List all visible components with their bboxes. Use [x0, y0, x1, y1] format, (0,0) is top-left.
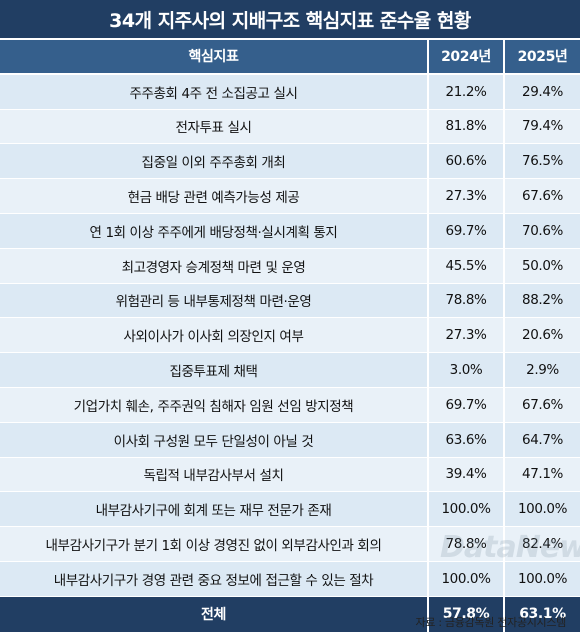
indicator-cell: 집중일 이외 주주총회 개최: [0, 144, 427, 179]
value-2024-cell: 60.6%: [427, 144, 503, 179]
total-label: 전체: [0, 596, 427, 632]
total-2024: 57.8%: [427, 596, 503, 632]
value-2024-cell: 27.3%: [427, 318, 503, 353]
table-row: 내부감사기구가 분기 1회 이상 경영진 없이 외부감사인과 회의 78.8% 82…: [0, 527, 580, 562]
total-row: 전체 57.8% 63.1%: [0, 596, 580, 632]
value-2025-cell: 29.4%: [503, 74, 580, 109]
value-2025-cell: 64.7%: [503, 422, 580, 457]
table-row: 집중투표제 채택 3.0% 2.9%: [0, 353, 580, 388]
indicator-cell: 독립적 내부감사부서 설치: [0, 457, 427, 492]
value-2025-cell: 50.0%: [503, 248, 580, 283]
value-2025-cell: 76.5%: [503, 144, 580, 179]
value-2024-cell: 39.4%: [427, 457, 503, 492]
data-table: 핵심지표 2024년 2025년 주주총회 4주 전 소집공고 실시 21.2% 2…: [0, 40, 580, 632]
indicator-cell: 주주총회 4주 전 소집공고 실시: [0, 74, 427, 109]
value-2025-cell: 20.6%: [503, 318, 580, 353]
indicator-cell: 내부감사기구가 분기 1회 이상 경영진 없이 외부감사인과 회의: [0, 527, 427, 561]
header-indicator: 핵심지표: [0, 40, 427, 73]
value-2025-cell: 67.6%: [503, 179, 580, 213]
value-2024-cell: 81.8%: [427, 109, 503, 144]
table-row: 전자투표 실시 81.8% 79.4%: [0, 109, 580, 145]
value-2025-cell: 79.4%: [503, 109, 580, 144]
indicator-cell: 현금 배당 관련 예측가능성 제공: [0, 179, 427, 213]
indicator-cell: 사외이사가 이사회 의장인지 여부: [0, 318, 427, 353]
table-row: 이사회 구성원 모두 단일성이 아닐 것 63.6% 64.7%: [0, 422, 580, 458]
value-2025-cell: 88.2%: [503, 283, 580, 318]
indicator-cell: 내부감사기구에 회계 또는 재무 전문가 존재: [0, 492, 427, 527]
value-2025-cell: 82.4%: [503, 527, 580, 561]
table-row: 기업가치 훼손, 주주권익 침해자 임원 선임 방지정책 69.7% 67.6%: [0, 387, 580, 423]
table-row: 연 1회 이상 주주에게 배당정책·실시계획 통지 69.7% 70.6%: [0, 213, 580, 249]
value-2024-cell: 78.8%: [427, 527, 503, 561]
indicator-cell: 위험관리 등 내부통제정책 마련·운영: [0, 283, 427, 318]
indicator-cell: 전자투표 실시: [0, 109, 427, 144]
value-2024-cell: 3.0%: [427, 353, 503, 387]
value-2024-cell: 27.3%: [427, 179, 503, 213]
indicator-cell: 이사회 구성원 모두 단일성이 아닐 것: [0, 422, 427, 457]
value-2025-cell: 2.9%: [503, 353, 580, 387]
header-2024: 2024년: [427, 40, 503, 73]
value-2025-cell: 100.0%: [503, 561, 580, 596]
table-row: 현금 배당 관련 예측가능성 제공 27.3% 67.6%: [0, 179, 580, 214]
source-note: 자료 : 금융감독원 전자공시시스템: [415, 616, 567, 629]
value-2025-cell: 47.1%: [503, 457, 580, 492]
indicator-cell: 집중투표제 채택: [0, 353, 427, 387]
header-2025: 2025년: [503, 40, 580, 73]
indicator-cell: 최고경영자 승계정책 마련 및 운영: [0, 248, 427, 283]
table-row: 집중일 이외 주주총회 개최 60.6% 76.5%: [0, 144, 580, 180]
chart-title: 34개 지주사의 지배구조 핵심지표 준수율 현황: [0, 0, 580, 38]
indicator-cell: 연 1회 이상 주주에게 배당정책·실시계획 통지: [0, 213, 427, 248]
indicator-cell: 내부감사기구가 경영 관련 중요 정보에 접근할 수 있는 절차: [0, 561, 427, 596]
value-2025-cell: 70.6%: [503, 213, 580, 248]
table-row: 내부감사기구에 회계 또는 재무 전문가 존재 100.0% 100.0%: [0, 492, 580, 528]
value-2024-cell: 78.8%: [427, 283, 503, 318]
value-2024-cell: 45.5%: [427, 248, 503, 283]
table-row: 주주총회 4주 전 소집공고 실시 21.2% 29.4%: [0, 74, 580, 110]
indicator-cell: 기업가치 훼손, 주주권익 침해자 임원 선임 방지정책: [0, 387, 427, 422]
value-2024-cell: 100.0%: [427, 561, 503, 596]
value-2024-cell: 69.7%: [427, 213, 503, 248]
watermark-logo: DataNews: [440, 530, 580, 565]
table-row: 내부감사기구가 경영 관련 중요 정보에 접근할 수 있는 절차 100.0% 10…: [0, 561, 580, 597]
value-2025-cell: 67.6%: [503, 387, 580, 422]
table-header: 핵심지표 2024년 2025년: [0, 40, 580, 75]
value-2025-cell: 100.0%: [503, 492, 580, 527]
table-row: 독립적 내부감사부서 설치 39.4% 47.1%: [0, 457, 580, 493]
table-row: 사외이사가 이사회 의장인지 여부 27.3% 20.6%: [0, 318, 580, 354]
total-2025: 63.1%: [503, 596, 580, 632]
table-row: 최고경영자 승계정책 마련 및 운영 45.5% 50.0%: [0, 248, 580, 284]
value-2024-cell: 100.0%: [427, 492, 503, 527]
table-row: 위험관리 등 내부통제정책 마련·운영 78.8% 88.2%: [0, 283, 580, 319]
value-2024-cell: 69.7%: [427, 387, 503, 422]
value-2024-cell: 21.2%: [427, 74, 503, 109]
table-body: 주주총회 4주 전 소집공고 실시 21.2% 29.4% 전자투표 실시 81.8% 7…: [0, 74, 580, 597]
value-2024-cell: 63.6%: [427, 422, 503, 457]
